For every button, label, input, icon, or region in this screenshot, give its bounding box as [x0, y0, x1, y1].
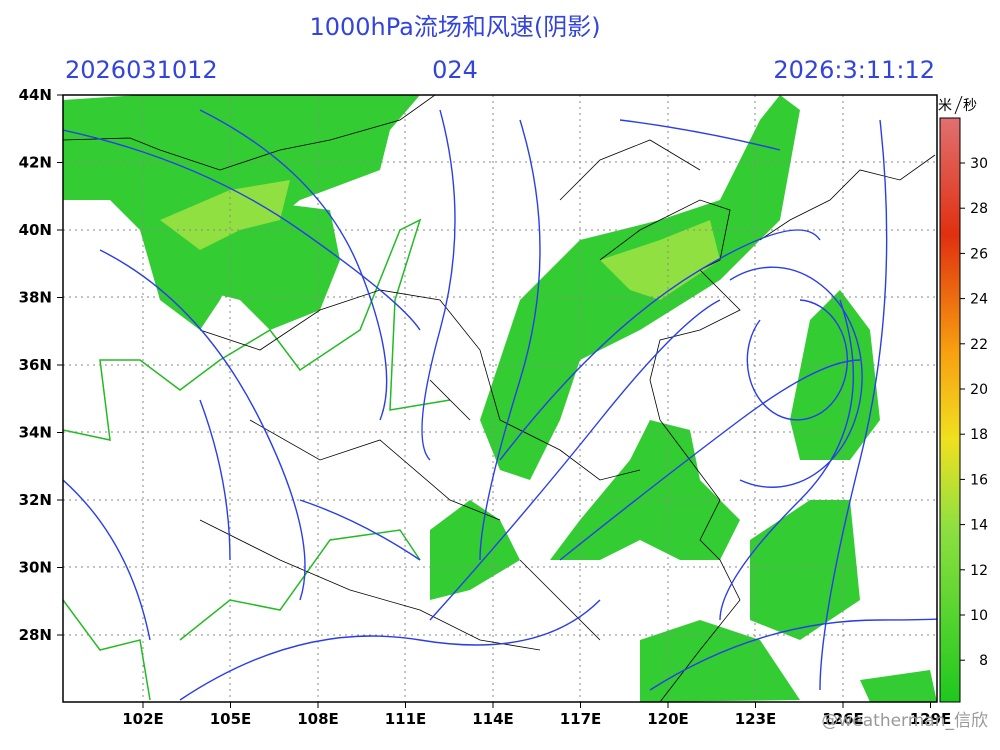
map-title: 1000hPa流场和风速(阴影) — [309, 13, 600, 41]
valid-time: 2026:3:11:12 — [773, 56, 935, 84]
map-line — [759, 154, 936, 241]
map-line — [99, 249, 306, 601]
map-line — [479, 119, 541, 561]
x-tick-label: 117E — [560, 710, 602, 728]
y-tick-label: 34N — [19, 424, 52, 442]
map-line — [559, 359, 861, 561]
lead-time: 024 — [432, 56, 478, 84]
x-tick-label: 108E — [297, 710, 339, 728]
map-line — [63, 129, 421, 331]
y-tick-label: 32N — [19, 491, 52, 509]
map-line — [199, 139, 701, 651]
map-line — [499, 229, 821, 461]
init-time: 2026031012 — [65, 56, 218, 84]
y-tick-label: 36N — [19, 356, 52, 374]
map-line — [819, 119, 888, 691]
y-tick-label: 44N — [19, 86, 52, 104]
colorbar-unit: 米 — [938, 98, 952, 114]
y-tick-label: 28N — [19, 626, 52, 644]
colorbar-label: 8 — [979, 653, 988, 669]
map-line — [160, 180, 290, 250]
map-line — [599, 199, 741, 702]
x-tick-label: 120E — [647, 710, 689, 728]
wind-shading-strong — [160, 180, 720, 300]
map-line — [649, 610, 937, 691]
colorbar-ticks: 30 28 26 24 22 20 18 16 14 12 10 8 — [960, 156, 988, 669]
map-line — [63, 479, 151, 641]
x-tick-label: 126E — [822, 710, 864, 728]
colorbar-label: 12 — [970, 563, 988, 579]
map-line — [640, 620, 800, 702]
map-line — [746, 299, 848, 421]
map-line — [729, 266, 863, 488]
map-line — [750, 500, 860, 640]
map-line — [550, 420, 740, 560]
colorbar-label: 28 — [970, 201, 988, 217]
x-tick-label: 123E — [735, 710, 777, 728]
y-axis: 44N 42N 40N 38N 36N 34N 32N 30N 28N — [19, 86, 63, 644]
map-line — [860, 670, 937, 702]
colorbar — [939, 117, 961, 703]
streamlines — [63, 109, 937, 701]
y-tick-label: 42N — [19, 154, 52, 172]
x-tick-label: 129E — [910, 710, 952, 728]
colorbar-label: 26 — [970, 246, 988, 262]
unit-slash — [954, 95, 963, 115]
colorbar-label: 24 — [970, 292, 988, 308]
borders — [63, 95, 936, 702]
y-tick-label: 40N — [19, 221, 52, 239]
map-frame — [62, 94, 938, 703]
map-line — [199, 109, 388, 421]
colorbar-label: 22 — [970, 337, 988, 353]
x-axis: 102E 105E 108E 111E 114E 117E 120E 123E 126E 129E — [122, 702, 951, 728]
y-tick-label: 38N — [19, 289, 52, 307]
map-line — [619, 119, 781, 151]
colorbar-label: 18 — [970, 427, 988, 443]
x-tick-label: 114E — [472, 710, 514, 728]
colorbar-unit: 秒 — [963, 98, 977, 114]
map-line — [429, 299, 721, 621]
map-area — [63, 95, 937, 702]
x-tick-label: 111E — [385, 710, 427, 728]
map-line — [299, 499, 421, 561]
x-tick-label: 102E — [122, 710, 164, 728]
map-line — [430, 500, 520, 600]
colorbar-label: 14 — [970, 518, 988, 534]
colorbar-label: 16 — [970, 472, 988, 488]
map-line — [719, 299, 854, 621]
map-line — [63, 95, 436, 171]
map-line — [600, 220, 720, 300]
map-line — [179, 599, 601, 701]
colorbar-label: 30 — [970, 156, 988, 172]
colorbar-label: 20 — [970, 382, 988, 398]
colorbar-label: 10 — [970, 608, 988, 624]
map-line — [421, 109, 456, 461]
watermark: @weatherman_信欣 — [821, 711, 988, 731]
y-tick-label: 30N — [19, 559, 52, 577]
map-line — [199, 399, 231, 561]
x-tick-label: 105E — [210, 710, 252, 728]
